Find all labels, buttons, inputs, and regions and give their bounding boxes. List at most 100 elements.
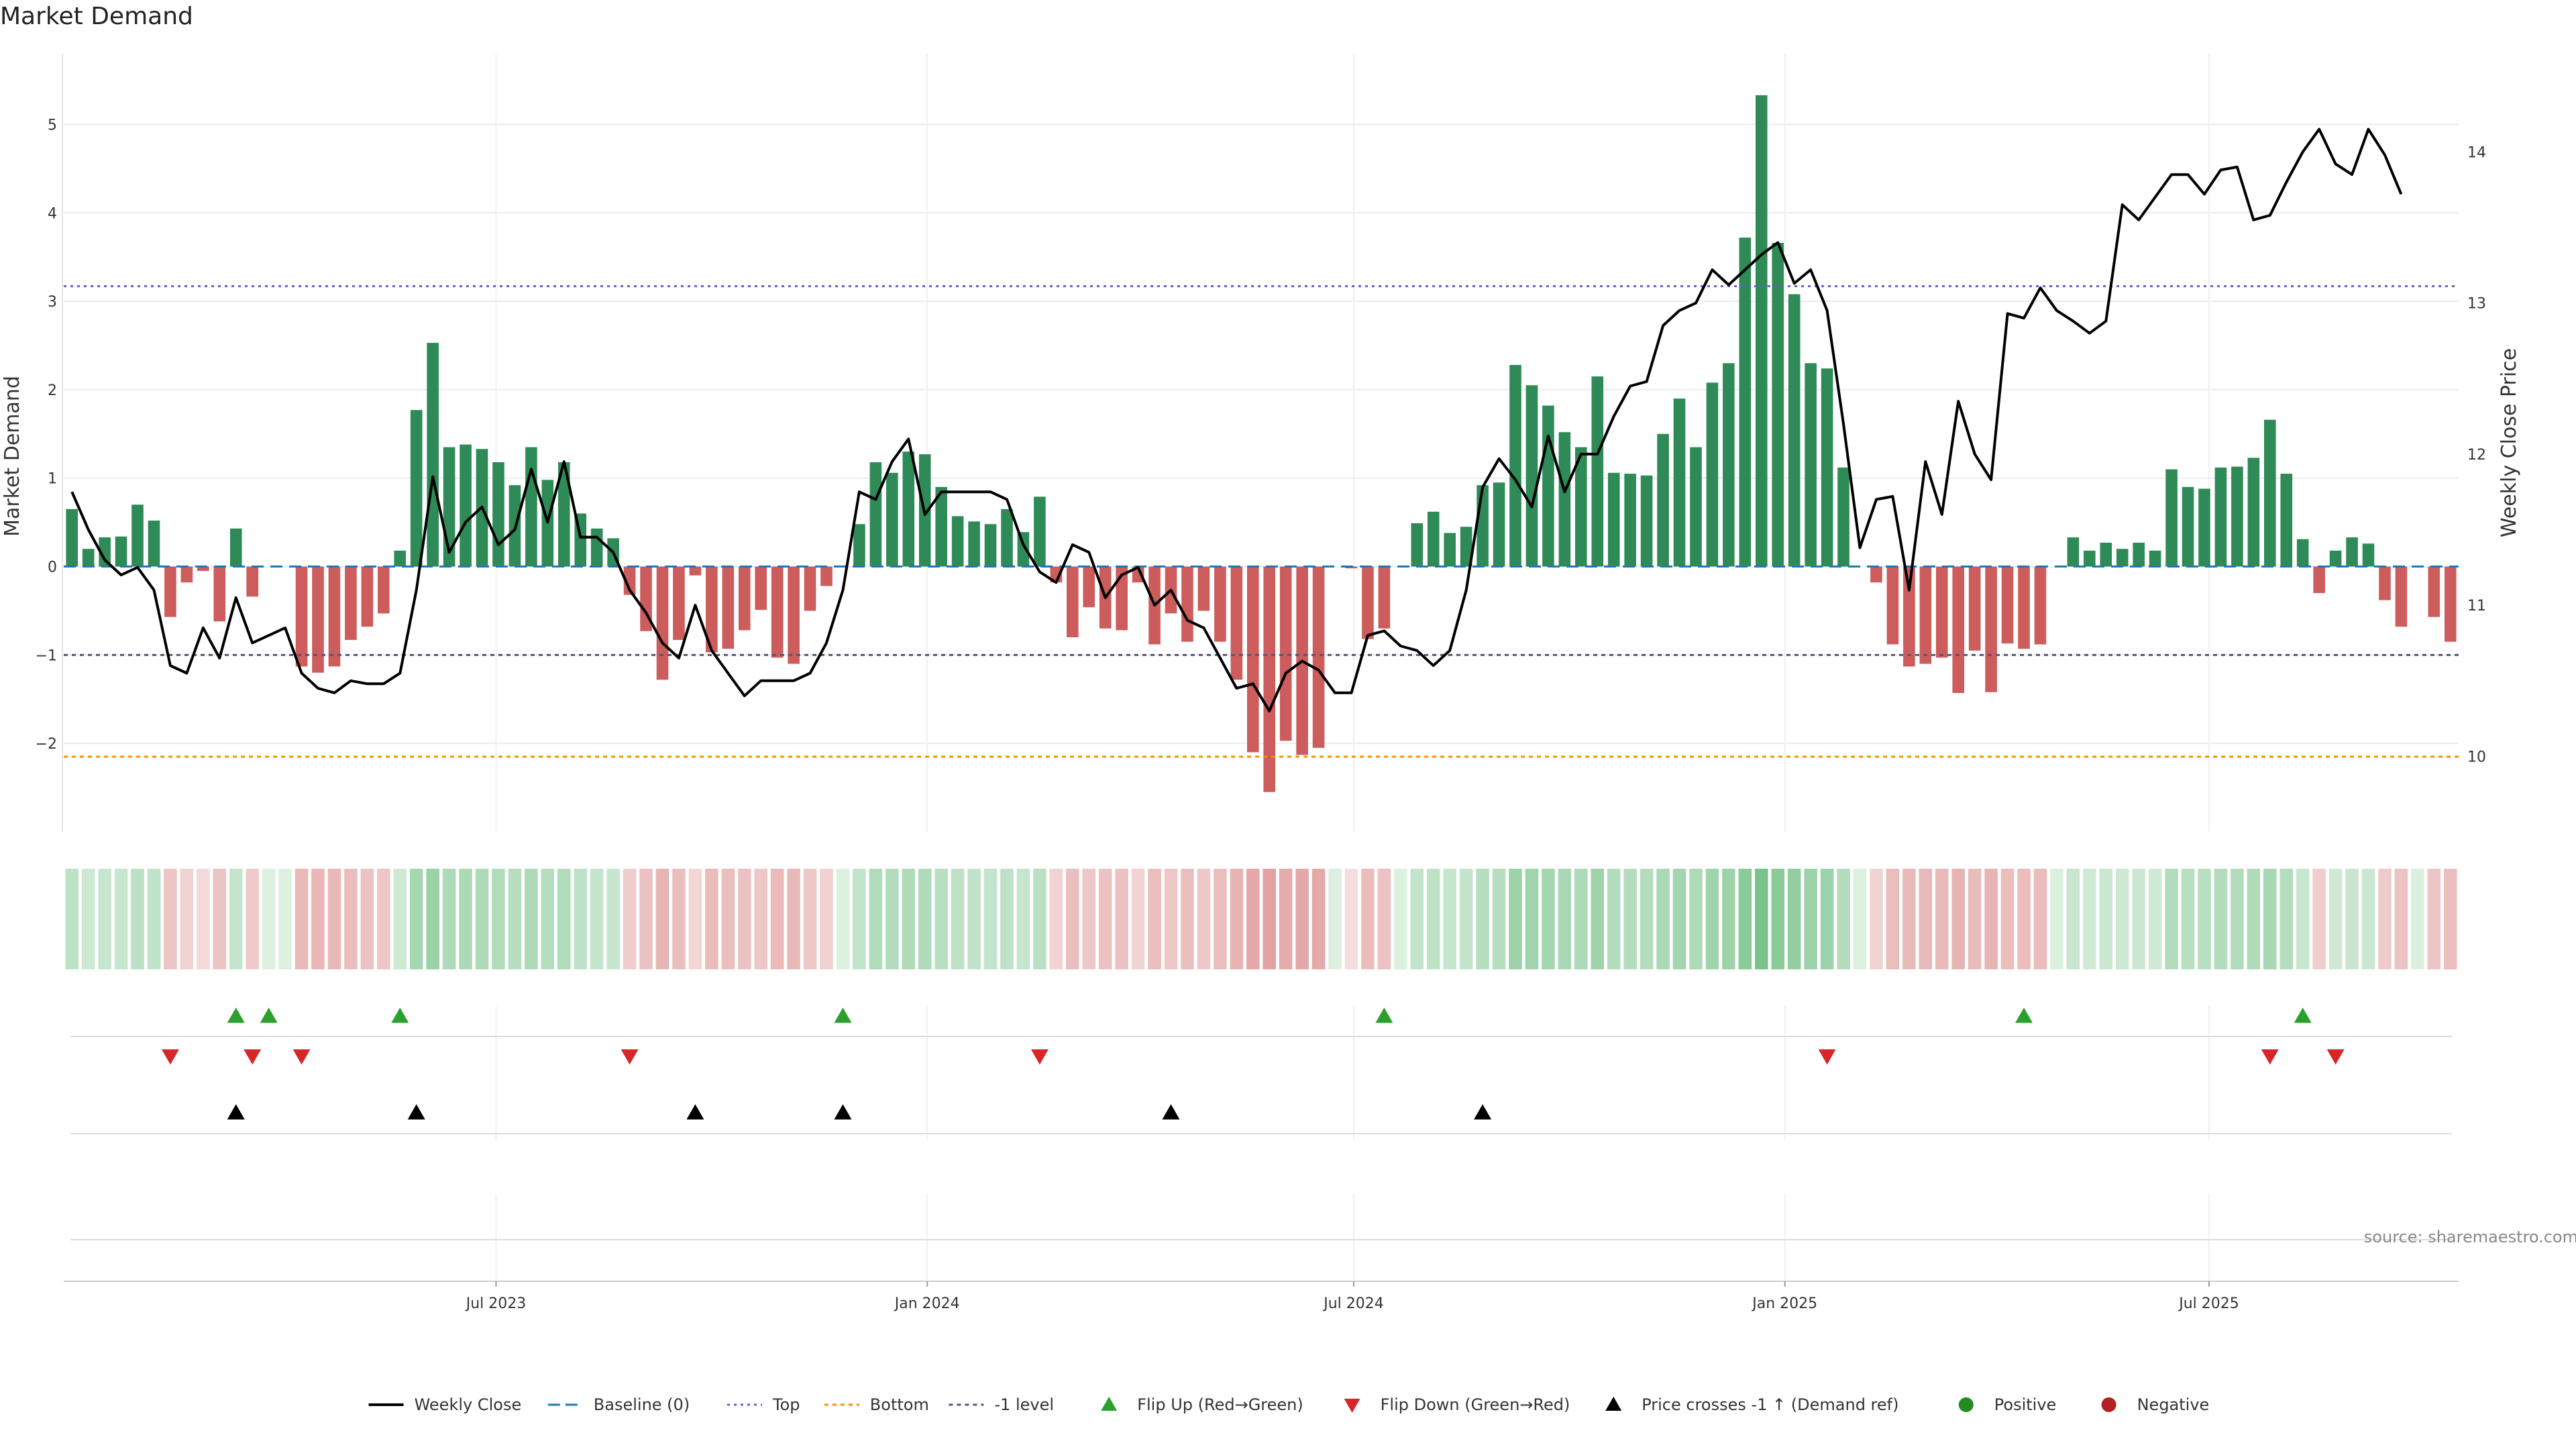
legend-label: Weekly Close bbox=[415, 1395, 522, 1414]
heat-strip-cell bbox=[2115, 869, 2129, 969]
right-y-tick-label: 10 bbox=[2467, 749, 2486, 765]
heat-strip-cell bbox=[934, 869, 948, 969]
demand-bar bbox=[689, 566, 702, 576]
heat-strip-cell bbox=[541, 869, 555, 969]
demand-bar bbox=[427, 343, 439, 567]
heat-strip-cell bbox=[294, 869, 309, 969]
weekly-close-line bbox=[70, 127, 2403, 712]
demand-bar bbox=[951, 516, 964, 567]
demand-bar bbox=[2362, 543, 2375, 567]
demand-bar bbox=[2247, 458, 2260, 567]
legend-item-flip_up: Flip Up (Red→Green) bbox=[1101, 1395, 1303, 1414]
heat-strip-cell bbox=[1148, 869, 1161, 969]
heat-strip-cell bbox=[754, 869, 767, 969]
left-y-tick-label: −1 bbox=[36, 647, 57, 664]
demand-bar bbox=[1493, 482, 1505, 567]
flip-down-marker bbox=[244, 1049, 262, 1065]
demand-bar bbox=[2395, 566, 2408, 627]
heat-strip-cell bbox=[393, 869, 407, 969]
demand-bar bbox=[1739, 237, 1752, 567]
demand-bar bbox=[1411, 523, 1424, 567]
demand-bar bbox=[2296, 539, 2309, 567]
legend-label: Flip Down (Green→Red) bbox=[1381, 1395, 1570, 1414]
heat-strip-cell bbox=[1919, 869, 1933, 969]
heat-strip-cell bbox=[98, 869, 111, 969]
heat-strip-cell bbox=[557, 869, 571, 969]
gridlines bbox=[64, 54, 2459, 1281]
heat-strip-cell bbox=[1263, 869, 1277, 969]
heat-strip-cell bbox=[360, 869, 374, 969]
demand-bar bbox=[525, 447, 537, 567]
demand-bar bbox=[2100, 542, 2112, 567]
heat-strip-cell bbox=[2247, 869, 2261, 969]
heat-strip-cell bbox=[1311, 869, 1326, 969]
heat-strip-cell bbox=[475, 869, 489, 969]
heat-strip-cell bbox=[737, 869, 751, 969]
legend-item-top: Top bbox=[727, 1395, 800, 1414]
heat-strip-cell bbox=[2427, 869, 2441, 969]
demand-bar bbox=[1673, 398, 1686, 567]
demand-bar bbox=[2379, 566, 2391, 600]
demand-bar bbox=[197, 566, 209, 572]
x-tick-label: Jul 2025 bbox=[2178, 1295, 2239, 1312]
demand-bar bbox=[328, 566, 341, 667]
demand-bar bbox=[788, 566, 800, 664]
heat-strip-cell bbox=[1328, 869, 1342, 969]
legend-label: Baseline (0) bbox=[594, 1395, 690, 1414]
heat-strip-cell bbox=[1525, 869, 1539, 969]
flip-down-marker bbox=[2326, 1049, 2345, 1065]
demand-bar bbox=[394, 550, 407, 567]
heat-strip-cell bbox=[1837, 869, 1850, 969]
left-y-tick-label: 4 bbox=[48, 205, 57, 222]
demand-bar bbox=[2182, 486, 2194, 567]
demand-bar bbox=[295, 566, 308, 667]
left-y-axis-label: Market Demand bbox=[1, 376, 24, 537]
legend-item-baseline: Baseline (0) bbox=[547, 1395, 690, 1414]
demand-bar bbox=[738, 566, 751, 631]
flip-up-marker bbox=[227, 1008, 245, 1023]
heat-strip-cell bbox=[2132, 869, 2145, 969]
right-y-axis-label: Weekly Close Price bbox=[2498, 348, 2521, 537]
demand-bar bbox=[722, 566, 735, 649]
heat-strip-cell bbox=[787, 869, 800, 969]
heat-strip-cell bbox=[820, 869, 833, 969]
demand-bar bbox=[1558, 432, 1571, 567]
demand-bar bbox=[1919, 566, 1932, 664]
demand-bar bbox=[968, 521, 980, 567]
heat-strip-cell bbox=[1558, 869, 1572, 969]
price-cross-marker bbox=[1474, 1104, 1492, 1120]
heat-strip-cell bbox=[606, 869, 620, 969]
left-y-tick-label: 3 bbox=[48, 294, 57, 311]
demand-bar bbox=[82, 549, 95, 567]
demand-bar bbox=[2133, 542, 2145, 567]
heat-strip-cell bbox=[853, 869, 866, 969]
heat-strip-cell bbox=[770, 869, 784, 969]
heat-strip-cell bbox=[2000, 869, 2015, 969]
heat-strip-cell bbox=[1902, 869, 1916, 969]
heat-strip-cell bbox=[1000, 869, 1014, 969]
heat-strip-cell bbox=[623, 869, 637, 969]
heat-strip-cell bbox=[2312, 869, 2326, 969]
heat-strip-cell bbox=[311, 869, 325, 969]
left-y-tick-label: 0 bbox=[48, 559, 57, 576]
heat-strip-cell bbox=[1656, 869, 1670, 969]
heat-strip-cell bbox=[983, 869, 998, 969]
flip-up-marker bbox=[391, 1008, 409, 1023]
demand-bar bbox=[1821, 368, 1833, 567]
demand-bar bbox=[2116, 549, 2129, 567]
legend-label: Negative bbox=[2137, 1395, 2210, 1414]
left-y-axis: −2 −1 0 1 2 3 4 5 Market Demand bbox=[1, 117, 57, 753]
x-tick-label: Jan 2025 bbox=[1751, 1295, 1817, 1312]
heat-strip-cell bbox=[426, 869, 439, 969]
source-label: source: sharemaestro.com bbox=[2364, 1228, 2576, 1246]
demand-bar bbox=[984, 524, 997, 567]
legend-item-cross: Price crosses -1 ↑ (Demand ref) bbox=[1605, 1395, 1898, 1414]
heat-strip-cell bbox=[918, 869, 932, 969]
demand-bar bbox=[755, 566, 767, 610]
demand-bar bbox=[656, 566, 669, 680]
demand-bar bbox=[1230, 566, 1243, 680]
heat-strip-cell bbox=[1623, 869, 1637, 969]
heat-strip-cell bbox=[1164, 869, 1178, 969]
demand-bar bbox=[1427, 511, 1440, 567]
demand-bar bbox=[2001, 566, 2014, 644]
